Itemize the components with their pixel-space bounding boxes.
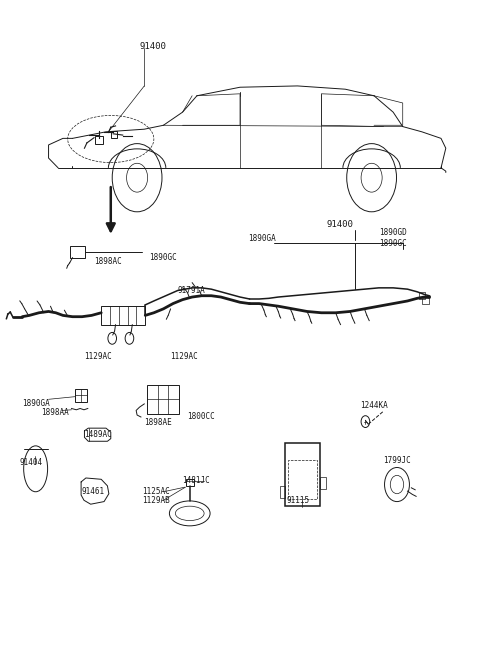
Bar — [288, 460, 317, 499]
Text: 1800CC: 1800CC — [187, 412, 215, 421]
Text: 1244KA: 1244KA — [360, 401, 387, 411]
Text: 1489AC: 1489AC — [84, 430, 112, 440]
Text: 91115: 91115 — [287, 496, 310, 505]
Bar — [419, 292, 425, 299]
Text: 91791A: 91791A — [178, 286, 205, 295]
Text: 1898AE: 1898AE — [144, 419, 172, 428]
Text: 91404: 91404 — [20, 458, 43, 466]
Text: 1481JC: 1481JC — [182, 476, 210, 485]
Text: 1890GC: 1890GC — [379, 238, 407, 248]
Text: 91461: 91461 — [81, 487, 104, 495]
Text: 1129AC: 1129AC — [170, 351, 198, 361]
Bar — [320, 478, 325, 489]
Text: 1129AC: 1129AC — [84, 351, 112, 361]
Text: 1890GA: 1890GA — [249, 233, 276, 242]
Text: 1890GD: 1890GD — [379, 228, 407, 237]
Text: 1129AB: 1129AB — [142, 496, 169, 505]
Text: 1799JC: 1799JC — [384, 457, 411, 465]
Bar — [147, 385, 179, 414]
Text: 1890GC: 1890GC — [149, 253, 177, 262]
Text: 91400: 91400 — [326, 220, 353, 229]
Text: 1898AA: 1898AA — [41, 408, 69, 417]
Bar — [70, 246, 85, 258]
Text: 1898AC: 1898AC — [94, 257, 122, 266]
Bar — [101, 306, 145, 325]
Text: 91400: 91400 — [140, 42, 167, 51]
Text: 1890GA: 1890GA — [22, 399, 50, 408]
Bar — [75, 389, 87, 402]
Bar — [111, 131, 118, 138]
Bar — [186, 480, 193, 486]
Bar — [280, 486, 286, 497]
Bar — [422, 298, 429, 304]
Bar — [286, 443, 320, 505]
Text: 1125AC: 1125AC — [142, 487, 169, 495]
Bar — [95, 137, 103, 145]
